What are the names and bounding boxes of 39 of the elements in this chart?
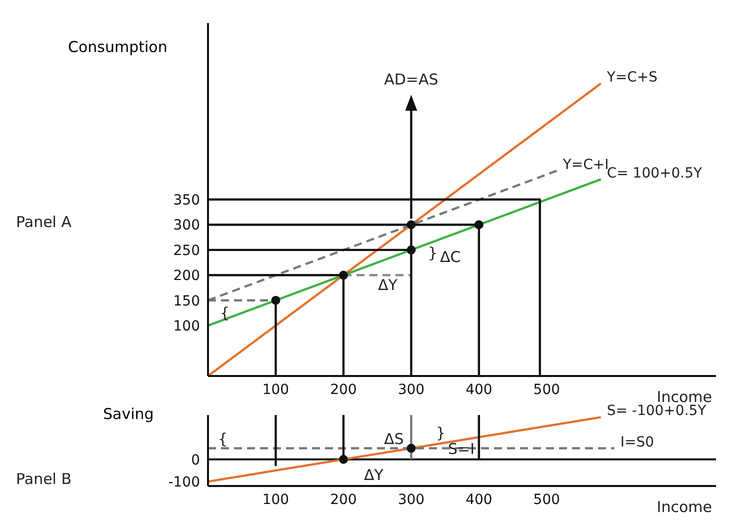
series-label: Y=C+I — [562, 156, 609, 173]
text: Panel B — [16, 470, 72, 488]
y-tick-label: 350 — [173, 192, 200, 208]
x-tick-label: 300 — [398, 382, 425, 398]
annotation: { — [218, 430, 228, 448]
text: Panel A — [16, 213, 72, 231]
annotation: ΔS — [384, 430, 404, 448]
annotation: { — [220, 304, 230, 322]
x-tick-label: 200 — [330, 492, 357, 508]
x-tick-label: 100 — [262, 492, 290, 508]
x-tick-label: 500 — [533, 382, 560, 398]
series-label: Y=C+S — [606, 70, 658, 86]
annotation: S=I — [448, 440, 475, 458]
x-tick-label: 400 — [466, 382, 492, 398]
y-tick-label: 300 — [173, 218, 200, 234]
annotation: AD=AS — [384, 70, 438, 89]
y-axis-title: Consumption — [68, 38, 168, 56]
y-axis-title: Saving — [103, 405, 154, 423]
annotation: ΔY — [378, 276, 398, 294]
series-label: I=S0 — [620, 434, 654, 450]
x-tick-label: 200 — [330, 382, 357, 398]
y-tick-label: 150 — [173, 293, 200, 310]
x-tick-label: 300 — [398, 492, 425, 508]
x-tick-label: 500 — [533, 492, 560, 508]
series-label: C= 100+0.5Y — [606, 165, 703, 182]
y-tick-label: 0 — [191, 452, 200, 468]
x-tick-label: 400 — [466, 492, 492, 508]
x-axis-title: Income — [656, 388, 712, 406]
annotation: ΔY — [364, 466, 384, 484]
x-axis-title: Income — [656, 498, 712, 516]
x-tick-label: 100 — [262, 382, 290, 398]
y-tick-label: 250 — [173, 242, 200, 259]
annotation: } — [436, 424, 446, 442]
y-tick-label: 100 — [173, 318, 200, 335]
y-tick-label: -100 — [168, 474, 200, 491]
annotation: ΔC — [440, 248, 461, 266]
series-label: S= -100+0.5Y — [606, 403, 707, 420]
y-tick-label: 200 — [173, 268, 200, 284]
annotation: } — [428, 244, 438, 262]
